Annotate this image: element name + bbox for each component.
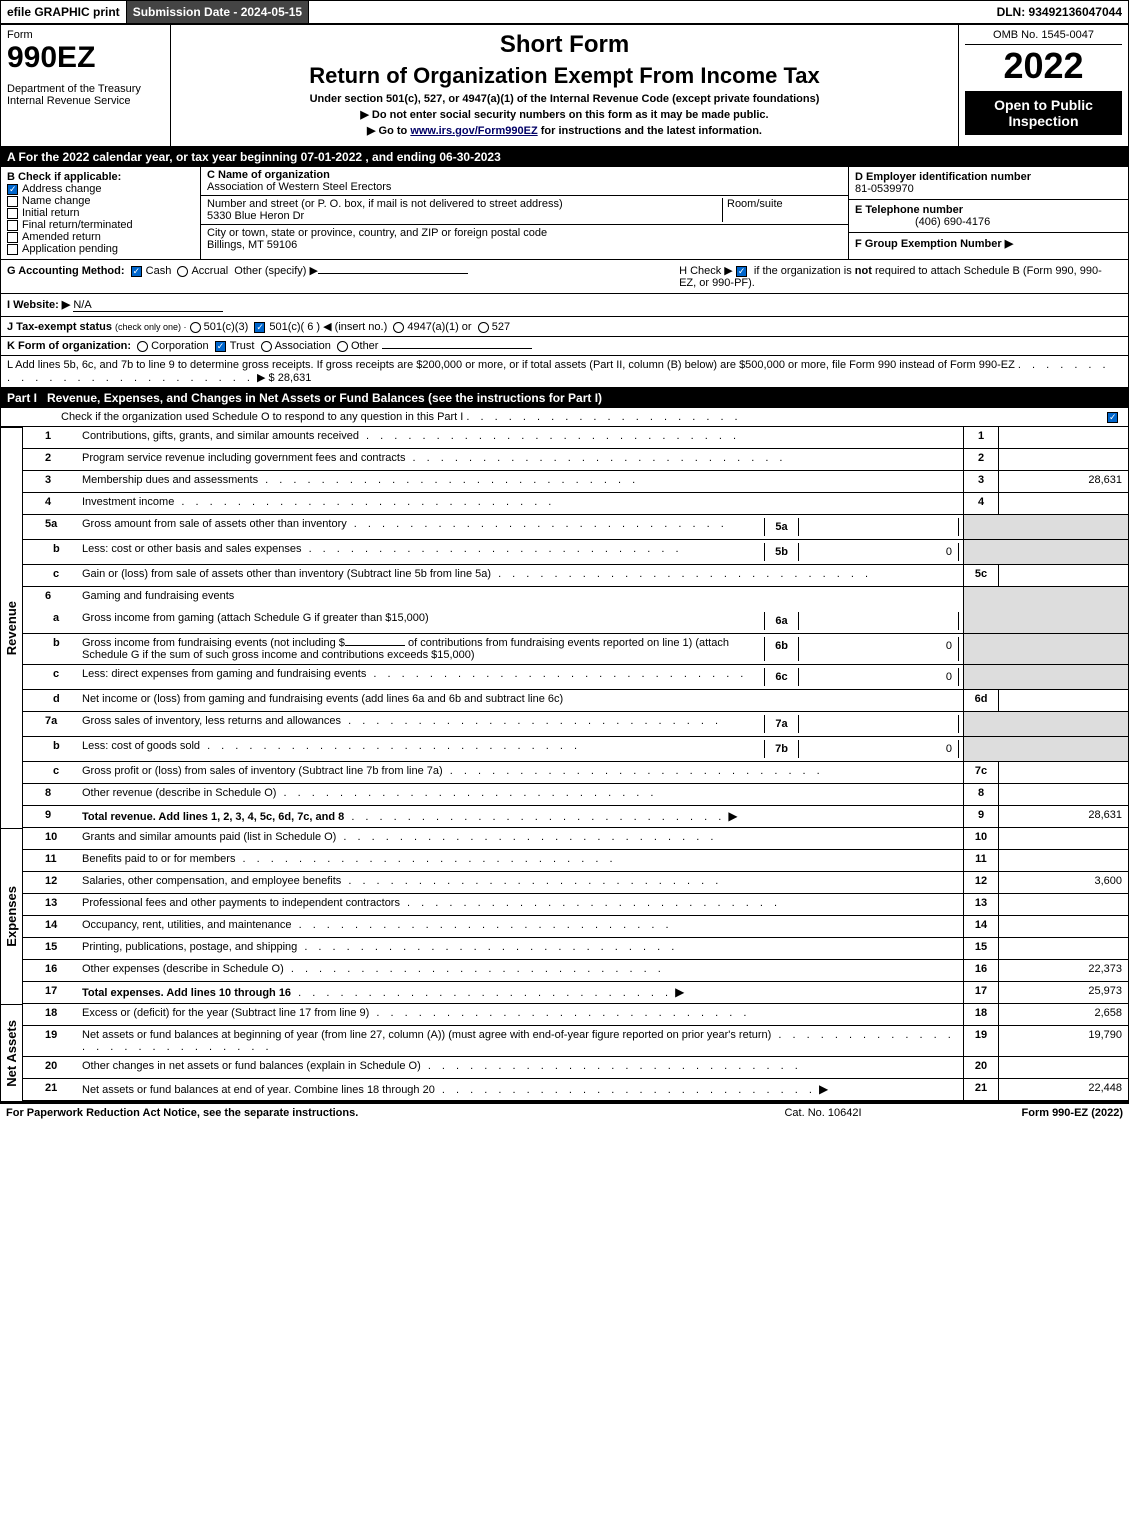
other-org-input[interactable] [382,348,532,349]
footer-left: For Paperwork Reduction Act Notice, see … [6,1107,723,1119]
chk-final-return[interactable]: Final return/terminated [7,219,194,231]
irs-link[interactable]: www.irs.gov/Form990EZ [410,125,537,137]
chk-schedule-o[interactable] [1107,412,1118,423]
efile-print[interactable]: efile GRAPHIC print [1,1,127,23]
line18-value: 2,658 [998,1004,1128,1025]
ssn-warning: ▶ Do not enter social security numbers o… [177,108,952,121]
line17-value: 25,973 [998,982,1128,1003]
chk-cash[interactable] [131,266,142,277]
ein-label: D Employer identification number [855,171,1031,183]
department: Department of the Treasury Internal Reve… [7,83,164,107]
main-title: Return of Organization Exempt From Incom… [177,63,952,89]
row-a-period: A For the 2022 calendar year, or tax yea… [1,147,1128,167]
k-label: K Form of organization: [7,340,131,352]
chk-other-org[interactable] [337,341,348,352]
netassets-section: Net Assets 18Excess or (deficit) for the… [1,1004,1128,1101]
section-g-h: G Accounting Method: Cash Accrual Other … [1,260,1128,294]
under-section: Under section 501(c), 527, or 4947(a)(1)… [177,93,952,105]
line21-value: 22,448 [998,1079,1128,1100]
b-label: B Check if applicable: [7,171,194,183]
chk-trust[interactable] [215,341,226,352]
chk-address-change[interactable]: Address change [7,183,194,195]
city-value: Billings, MT 59106 [207,239,297,251]
chk-assoc[interactable] [261,341,272,352]
netassets-label: Net Assets [2,1016,21,1091]
l-amount: ▶ $ 28,631 [257,372,311,384]
chk-amended-return[interactable]: Amended return [7,231,194,243]
j-sub: (check only one) · [115,322,187,332]
expenses-section: Expenses 10Grants and similar amounts pa… [1,828,1128,1004]
form-label: Form [7,29,164,41]
tax-year: 2022 [965,45,1122,87]
goto-note: ▶ Go to www.irs.gov/Form990EZ for instru… [177,124,952,137]
section-b-to-f: B Check if applicable: Address change Na… [1,167,1128,260]
chk-name-change[interactable]: Name change [7,195,194,207]
c-name-label: C Name of organization [207,169,330,181]
chk-application-pending[interactable]: Application pending [7,243,194,255]
omb-number: OMB No. 1545-0047 [965,29,1122,45]
phone-label: E Telephone number [855,204,963,216]
short-form-title: Short Form [177,31,952,59]
section-j: J Tax-exempt status (check only one) · 5… [1,317,1128,337]
ein-value: 81-0539970 [855,183,914,195]
j-label: J Tax-exempt status [7,321,112,333]
chk-501c3[interactable] [190,322,201,333]
part1-header: Part I Revenue, Expenses, and Changes in… [1,388,1128,408]
g-label: G Accounting Method: [7,265,125,277]
room-label: Room/suite [727,198,783,210]
footer-catalog: Cat. No. 10642I [723,1107,923,1119]
section-l: L Add lines 5b, 6c, and 7b to line 9 to … [1,356,1128,388]
l-text: L Add lines 5b, 6c, and 7b to line 9 to … [7,359,1015,371]
part1-label: Part I [7,391,47,405]
expenses-label: Expenses [2,882,21,951]
goto-post: for instructions and the latest informat… [538,125,762,137]
group-exemption-label: F Group Exemption Number ▶ [855,238,1013,250]
line3-value: 28,631 [998,471,1128,492]
chk-501c[interactable] [254,322,265,333]
revenue-section: Revenue 1Contributions, gifts, grants, a… [1,427,1128,828]
line9-value: 28,631 [998,806,1128,827]
page-footer: For Paperwork Reduction Act Notice, see … [0,1102,1129,1122]
i-label: I Website: ▶ [7,299,70,311]
street-label: Number and street (or P. O. box, if mail… [207,198,563,210]
form-number: 990EZ [7,41,164,75]
chk-corp[interactable] [137,341,148,352]
fundraising-amount-input[interactable] [345,645,405,646]
revenue-label: Revenue [2,597,21,659]
org-name: Association of Western Steel Erectors [207,181,391,193]
chk-4947[interactable] [393,322,404,333]
chk-initial-return[interactable]: Initial return [7,207,194,219]
top-bar: efile GRAPHIC print Submission Date - 20… [1,1,1128,25]
submission-date: Submission Date - 2024-05-15 [127,1,309,23]
phone-value: (406) 690-4176 [855,216,990,228]
other-accounting-input[interactable] [318,273,468,274]
line16-value: 22,373 [998,960,1128,981]
chk-527[interactable] [478,322,489,333]
section-i: I Website: ▶ N/A [1,294,1128,317]
city-label: City or town, state or province, country… [207,227,547,239]
h-text: H Check ▶ if the organization is not req… [679,265,1102,289]
open-to-public: Open to Public Inspection [965,91,1122,135]
line19-value: 19,790 [998,1026,1128,1056]
part1-sub: Check if the organization used Schedule … [1,408,1128,427]
footer-right: Form 990-EZ (2022) [923,1107,1123,1119]
street-value: 5330 Blue Heron Dr [207,210,304,222]
dln: DLN: 93492136047044 [991,1,1128,23]
section-k: K Form of organization: Corporation Trus… [1,337,1128,356]
form-header: Form 990EZ Department of the Treasury In… [1,25,1128,147]
goto-pre: ▶ Go to [367,125,410,137]
chk-h[interactable] [736,266,747,277]
part1-title: Revenue, Expenses, and Changes in Net As… [47,391,602,405]
chk-accrual[interactable] [177,266,188,277]
line12-value: 3,600 [998,872,1128,893]
website-value: N/A [73,299,223,312]
